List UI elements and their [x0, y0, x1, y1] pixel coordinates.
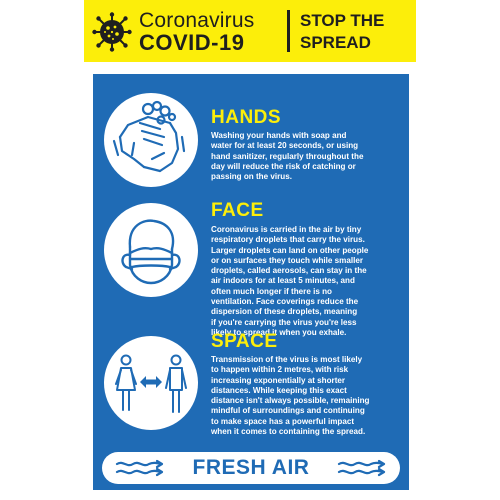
space-circle	[104, 336, 198, 430]
text-line: Coronavirus is carried in the air by tin…	[211, 225, 362, 234]
text-line: dispersion of these droplets, meaning	[211, 307, 358, 317]
text-line: day will reduce the risk of catching or	[211, 161, 356, 171]
washing-hands-icon	[112, 100, 186, 173]
virus-icon	[92, 12, 132, 52]
text-line: respiratory droplets that carry the viru…	[211, 235, 365, 245]
social-distance-icon	[115, 354, 187, 413]
section-text-face: Coronavirus is carried in the air by tin…	[211, 225, 407, 338]
section-title-space: SPACE	[211, 331, 278, 352]
text-line: air indoors for at least 5 minutes, and	[211, 276, 355, 286]
text-line: mindful of surroundings and continuing	[211, 406, 365, 416]
text-line: droplets, called aerosols, can stay in t…	[211, 266, 367, 276]
text-line: water for at least 20 seconds, or using	[211, 141, 359, 151]
section-title-face: FACE	[211, 200, 264, 221]
text-line: passing on the virus.	[211, 172, 292, 182]
header-tagline-line2: SPREAD	[300, 33, 371, 52]
header-divider	[287, 10, 290, 52]
fresh-air-label: FRESH AIR	[192, 456, 310, 479]
header-title-line2: COVID-19	[139, 30, 245, 55]
text-line: distances. While keeping this exact	[211, 385, 347, 395]
fresh-air-banner	[102, 452, 400, 484]
text-line: distance isn't always possible, remainin…	[211, 396, 370, 406]
header-tagline-line1: STOP THE	[300, 11, 385, 30]
text-line: when it comes to containing the spread.	[211, 427, 366, 437]
text-line: to make space has a powerful impact	[211, 416, 355, 426]
air-flow-icon	[115, 459, 164, 477]
section-text-hands: Washing your hands with soap and water f…	[211, 131, 407, 182]
text-line: likely to spread it when you exhale.	[211, 327, 347, 337]
text-line: Washing your hands with soap and	[211, 131, 347, 140]
section-title-hands: HANDS	[211, 107, 282, 128]
text-line: often much longer if there is no	[211, 286, 332, 296]
text-line: Transmission of the virus is most likely	[211, 355, 363, 364]
text-line: increasing exponentially at shorter	[211, 375, 346, 385]
text-line: hand sanitizer, regularly throughout the	[211, 151, 364, 161]
air-flow-icon	[337, 459, 386, 477]
text-line: ventilation. Face coverings reduce the	[211, 297, 359, 307]
hands-circle	[104, 93, 198, 187]
text-line: Larger droplets can land on other people	[211, 245, 369, 255]
section-text-space: Transmission of the virus is most likely…	[211, 355, 407, 437]
face-circle	[104, 203, 198, 297]
header-banner	[84, 0, 416, 62]
text-line: to happen within 2 metres, with risk	[211, 365, 349, 375]
text-line: or on surfaces they touch while smaller	[211, 255, 364, 265]
face-mask-icon	[121, 219, 181, 285]
header-title-line1: Coronavirus	[139, 9, 255, 32]
text-line: if you're carrying the virus you're less	[211, 317, 357, 327]
